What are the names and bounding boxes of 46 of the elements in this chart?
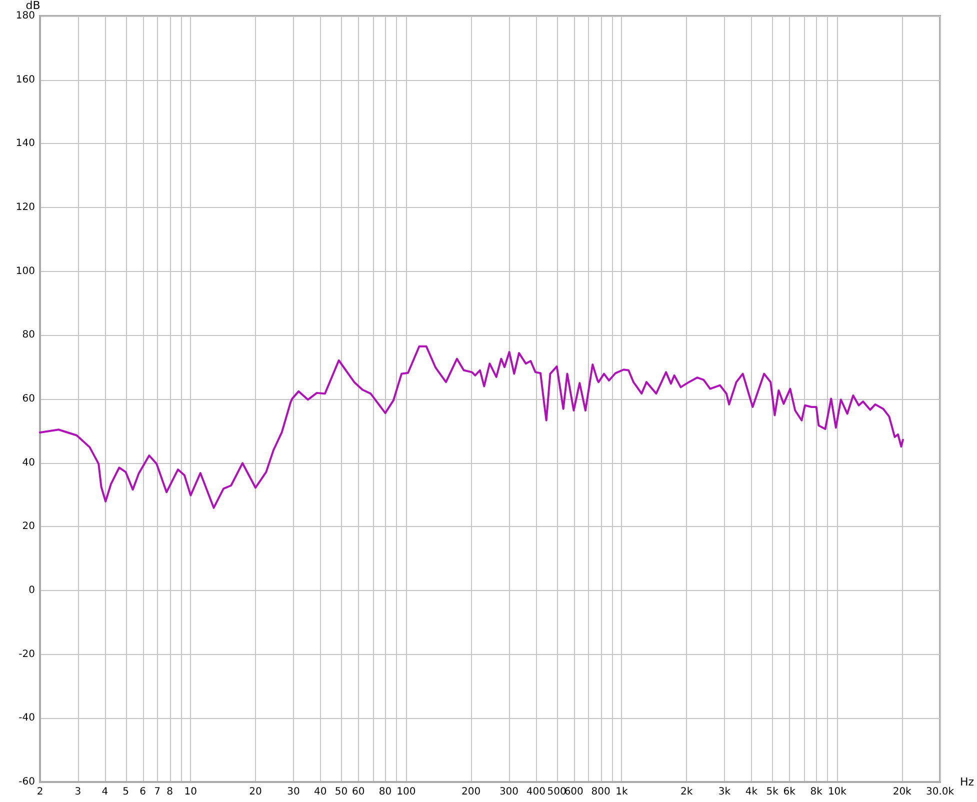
x-tick-label: 1k	[616, 786, 628, 798]
x-tick-label: 2	[36, 786, 44, 798]
x-tick-label: 50	[334, 786, 348, 798]
y-tick-label: -40	[18, 712, 35, 724]
x-tick-label: 4k	[745, 786, 758, 798]
x-tick-label: 5k	[766, 786, 779, 798]
x-tick-label: 2k	[680, 786, 693, 798]
x-tick-label: 10	[184, 786, 198, 798]
x-tick-label: 3k	[718, 786, 731, 798]
y-tick-label: 0	[28, 585, 35, 596]
x-tick-label: 30	[287, 786, 300, 798]
x-tick-label: 8k	[810, 786, 823, 798]
x-tick-label: 60	[352, 786, 365, 798]
x-tick-label: 200	[461, 786, 481, 798]
x-tick-label: 20k	[892, 786, 912, 798]
y-tick-label: 160	[16, 74, 35, 86]
x-tick-label: 800	[591, 786, 610, 798]
x-tick-label: 6k	[783, 786, 796, 798]
x-tick-label: 7	[154, 786, 160, 798]
x-axis-title: Hz	[960, 776, 974, 788]
x-tick-label: 20	[249, 786, 262, 798]
x-tick-label: 3	[74, 786, 82, 798]
y-tick-label: 100	[16, 266, 35, 277]
x-tick-label: 30.0k	[926, 786, 954, 798]
x-tick-label: 10k	[828, 786, 847, 798]
y-tick-label: 40	[22, 457, 35, 468]
x-tick-label: 80	[378, 786, 392, 798]
y-tick-label: -60	[18, 776, 35, 788]
y-axis-title: dB	[26, 0, 40, 12]
x-tick-label: 4	[102, 786, 108, 798]
y-tick-label: 180	[16, 10, 35, 22]
x-tick-label: 600	[564, 786, 584, 798]
y-tick-label: 20	[22, 521, 35, 532]
x-tick-label: 5	[122, 786, 129, 798]
y-tick-label: -20	[18, 648, 35, 660]
y-tick-label: 80	[22, 330, 35, 341]
x-tick-label: 100	[396, 786, 416, 798]
y-tick-label: 60	[22, 394, 35, 404]
x-tick-label: 8	[166, 786, 173, 798]
x-tick-label: 6	[140, 786, 146, 798]
y-tick-label: 120	[16, 202, 35, 213]
x-tick-label: 40	[314, 786, 327, 798]
y-tick-label: 140	[16, 138, 35, 150]
x-tick-label: 300	[499, 786, 519, 798]
x-tick-label: 500	[547, 786, 566, 798]
x-tick-label: 400	[526, 786, 546, 798]
